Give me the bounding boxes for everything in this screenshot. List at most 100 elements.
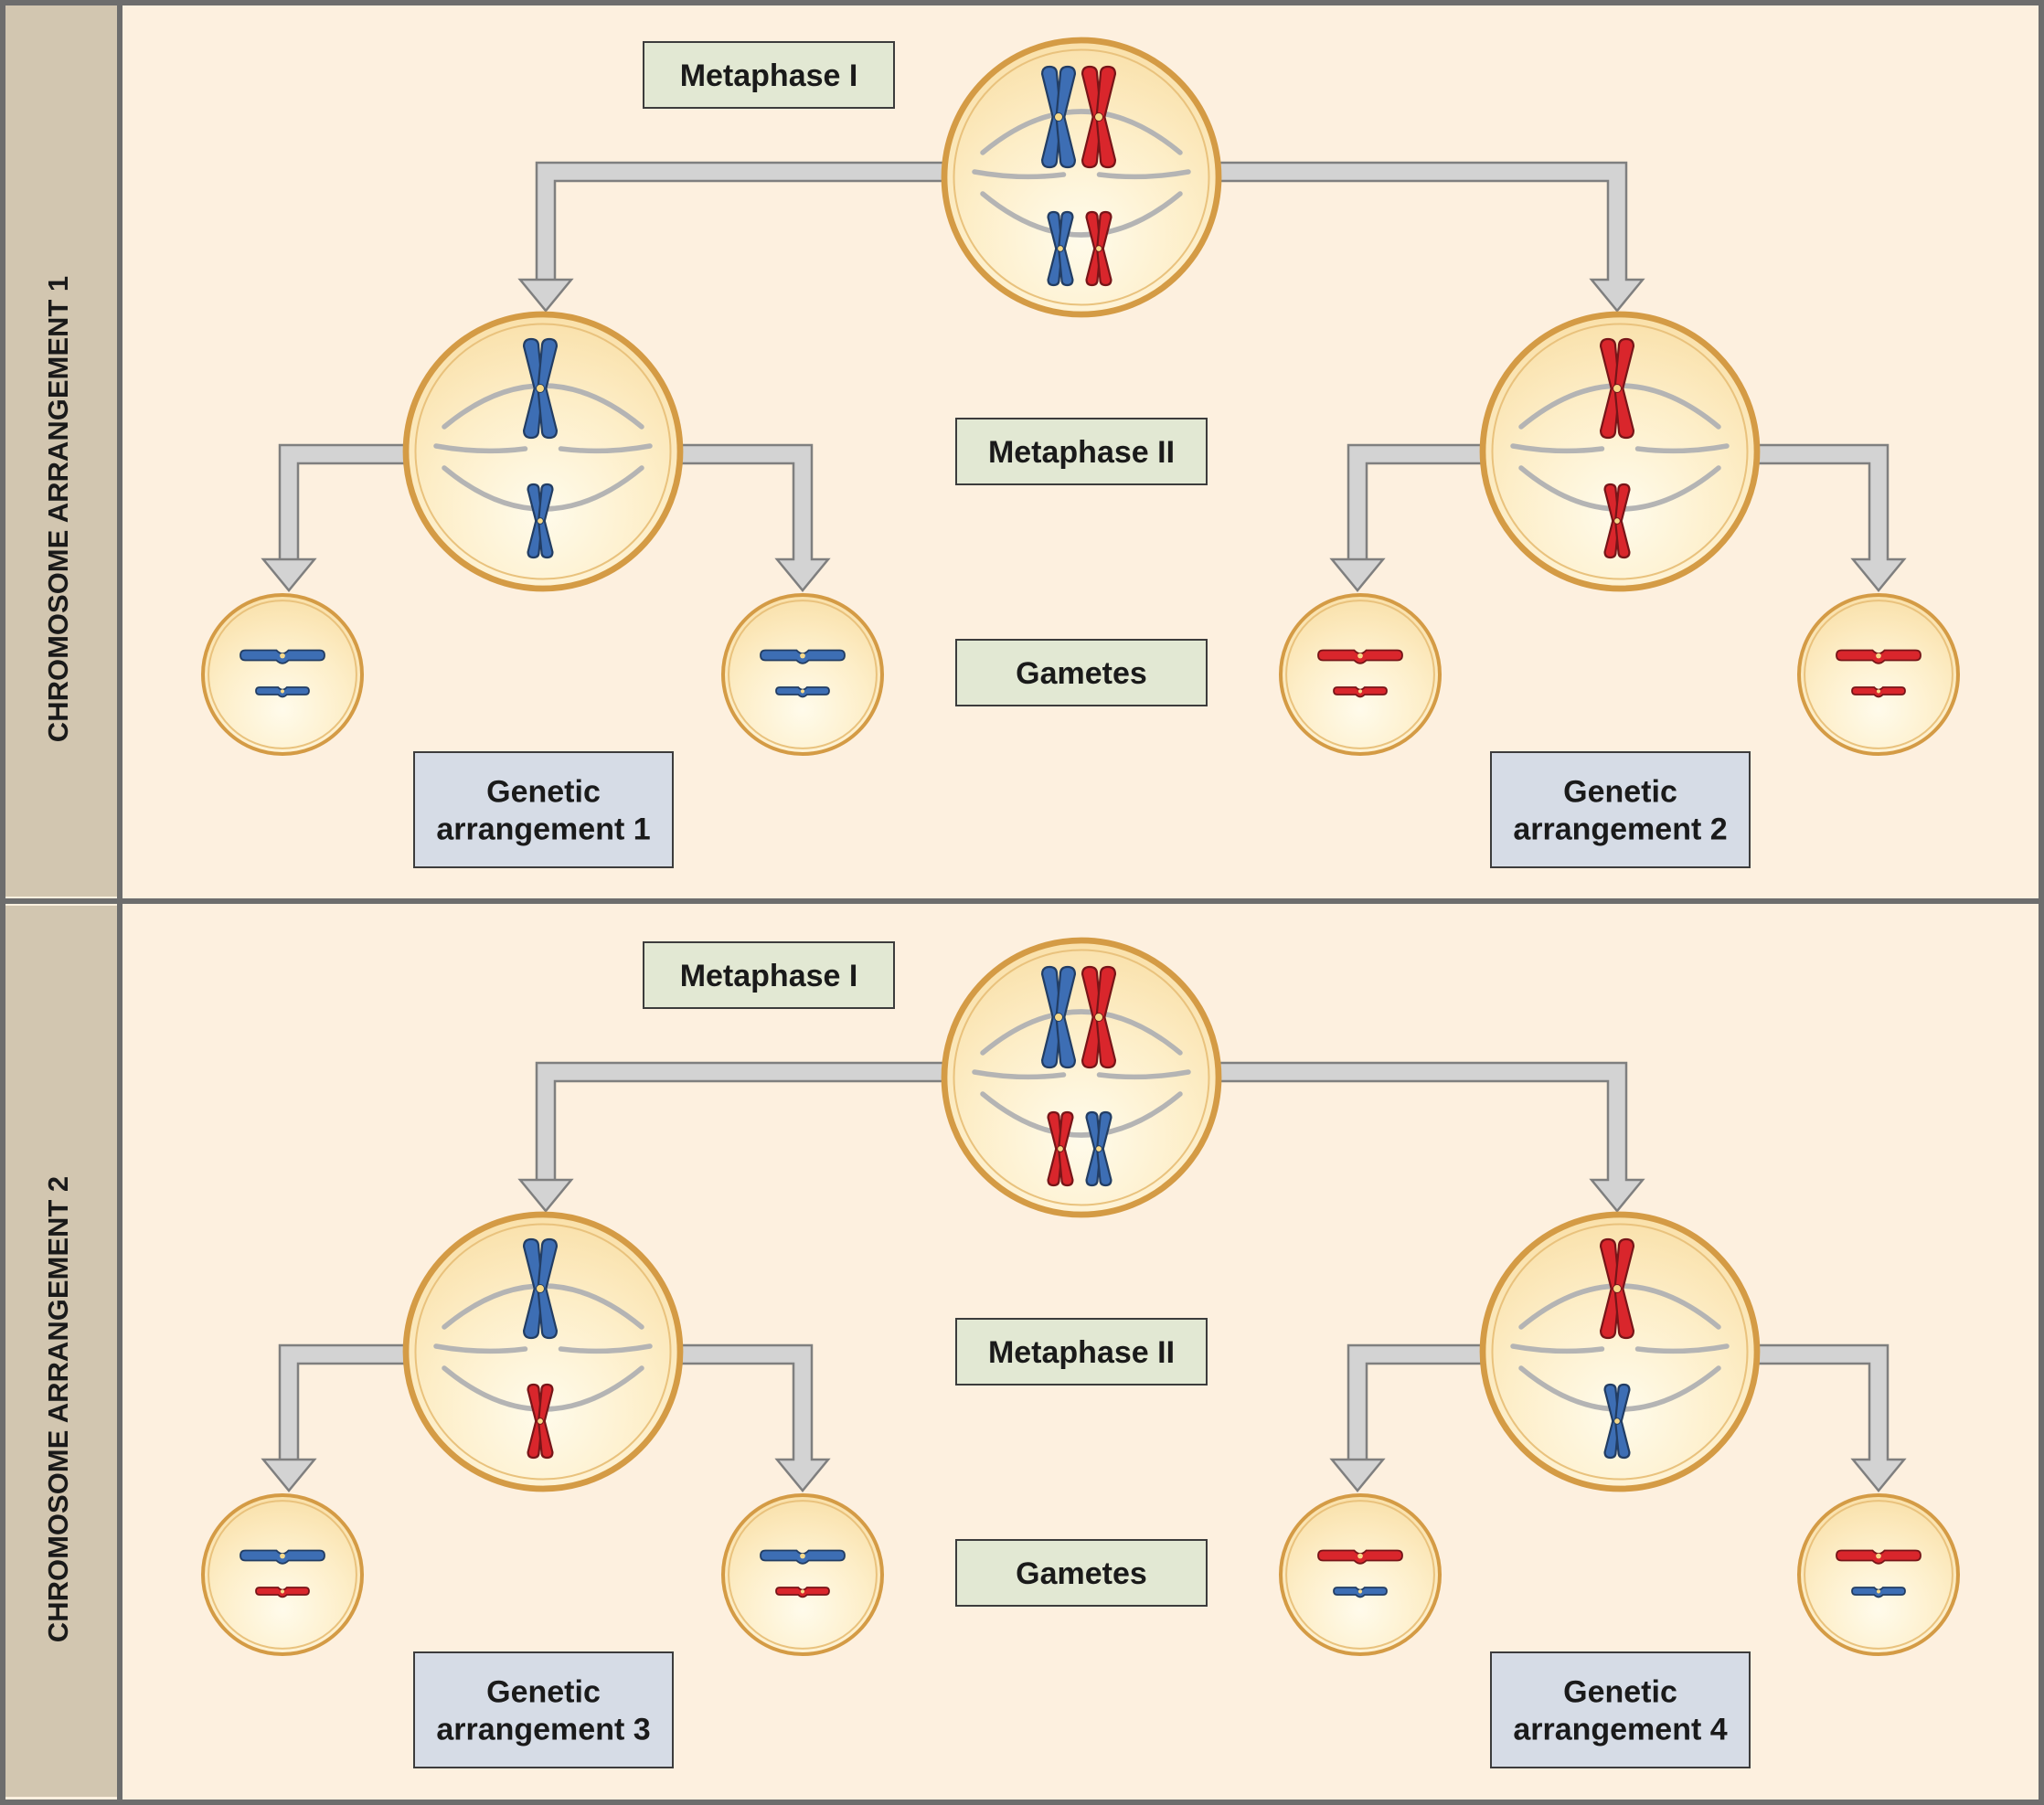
centromere bbox=[1357, 689, 1363, 694]
chromatid bbox=[1055, 965, 1077, 1069]
cell-membrane bbox=[402, 1211, 684, 1492]
centromere bbox=[280, 1553, 285, 1559]
chromatid bbox=[1055, 65, 1077, 169]
gamete-chromosome-large bbox=[760, 649, 846, 664]
arrow-shape bbox=[1756, 443, 1907, 592]
chromosome-small-blue bbox=[1603, 1383, 1631, 1460]
chromatid bbox=[537, 337, 559, 440]
metaphase1-label: Metaphase I bbox=[643, 41, 895, 109]
gamete-chromosome-large bbox=[1317, 649, 1403, 664]
centromere bbox=[800, 1553, 805, 1559]
arrow-shape bbox=[1329, 1343, 1485, 1492]
arrow-shape bbox=[679, 443, 831, 592]
gamete-cell-4 bbox=[1797, 1493, 1960, 1656]
gamete-chromosome-small bbox=[1333, 1587, 1388, 1598]
centromere bbox=[1876, 689, 1881, 694]
spindle-fiber bbox=[972, 1069, 1067, 1080]
chromosome-large-blue bbox=[1040, 65, 1077, 169]
cell-membrane bbox=[941, 937, 1222, 1218]
arrow-shape bbox=[1217, 1061, 1645, 1213]
cell-membrane bbox=[201, 593, 364, 756]
centromere bbox=[1054, 112, 1063, 122]
chromatid bbox=[1603, 1383, 1620, 1460]
label-text: Genetic bbox=[486, 1674, 601, 1709]
spindle-fiber bbox=[1634, 1343, 1730, 1354]
cell-inner-ring bbox=[1285, 600, 1435, 749]
chromosome-small-red bbox=[527, 1383, 554, 1460]
chromosome-large-red bbox=[1599, 337, 1635, 440]
centromere bbox=[1057, 1145, 1064, 1152]
cell-inner-ring bbox=[1804, 1500, 1954, 1650]
spindle-fiber bbox=[1634, 443, 1730, 454]
arrow-shape bbox=[679, 1343, 831, 1492]
side-label: CHROMOSOME ARRANGEMENT 1 bbox=[42, 276, 74, 742]
label-text: Metaphase II bbox=[988, 435, 1175, 470]
gamete-cell-1 bbox=[201, 593, 364, 756]
gamete-chromosome-small bbox=[255, 1587, 310, 1598]
centromere bbox=[1613, 384, 1622, 393]
metaphase2-right-cell bbox=[1479, 311, 1761, 592]
centromere bbox=[280, 1589, 285, 1594]
chromatid bbox=[1040, 65, 1062, 169]
chromatid bbox=[1081, 965, 1102, 1069]
gamete-chromosome-small bbox=[775, 1587, 830, 1598]
chromosome-large-blue bbox=[522, 337, 559, 440]
gamete-cell-4 bbox=[1797, 593, 1960, 756]
cell-membrane bbox=[1797, 593, 1960, 756]
centromere bbox=[280, 653, 285, 659]
label-text: Genetic bbox=[486, 774, 601, 809]
gamete-chromosome-small bbox=[1851, 1587, 1906, 1598]
spindle-fiber bbox=[1510, 443, 1605, 454]
spindle-fiber bbox=[972, 169, 1067, 180]
panel-2: CHROMOSOME ARRANGEMENT 2 Metaphase I Metap… bbox=[5, 903, 1960, 1800]
label-box bbox=[955, 639, 1208, 706]
arrow-left-to-gamete1 bbox=[261, 443, 408, 592]
cell-inner-ring bbox=[953, 48, 1210, 306]
chromatid bbox=[1614, 1383, 1631, 1460]
centromere bbox=[1357, 1553, 1363, 1559]
chromatid bbox=[1096, 1110, 1112, 1187]
arrow-right-to-gamete4 bbox=[1756, 1343, 1907, 1492]
label-text: arrangement 2 bbox=[1513, 812, 1727, 846]
label-text: Metaphase II bbox=[988, 1335, 1175, 1370]
gametes-label: Gametes bbox=[955, 639, 1208, 706]
gamete-cell-3 bbox=[1279, 593, 1442, 756]
chromatid bbox=[538, 483, 554, 559]
gametes-label: Gametes bbox=[955, 1539, 1208, 1607]
metaphase1-cell bbox=[941, 937, 1222, 1218]
metaphase2-left-cell bbox=[402, 1211, 684, 1492]
gamete-chromosome-large bbox=[760, 1549, 846, 1565]
label-text: Genetic bbox=[1563, 774, 1677, 809]
spindle-fiber bbox=[1510, 1343, 1605, 1354]
chromosome-large-blue bbox=[522, 1237, 559, 1340]
panel-1: CHROMOSOME ARRANGEMENT 1 Metaphase I Metap… bbox=[3, 3, 2041, 904]
spindle-fiber bbox=[433, 443, 528, 454]
chromatid bbox=[527, 483, 543, 559]
cell-inner-ring bbox=[1804, 600, 1954, 749]
spindle-fiber bbox=[1096, 169, 1191, 180]
metaphase2-label: Metaphase II bbox=[955, 418, 1208, 485]
arrow-left-to-gamete2 bbox=[679, 1343, 831, 1492]
chromosome-small-red bbox=[1603, 483, 1631, 559]
gamete-chromosome-large bbox=[240, 649, 325, 664]
centromere bbox=[1876, 1589, 1881, 1594]
chromatid bbox=[1058, 210, 1074, 287]
chromosome-large-blue bbox=[1040, 965, 1077, 1069]
label-text: Metaphase I bbox=[680, 58, 858, 93]
label-text: Gametes bbox=[1016, 656, 1147, 691]
cell-membrane bbox=[1479, 1211, 1761, 1492]
centromere bbox=[280, 689, 285, 694]
chromatid bbox=[522, 337, 544, 440]
spindle-fiber bbox=[433, 1343, 528, 1354]
label-text: Metaphase I bbox=[680, 959, 858, 993]
centromere bbox=[1613, 1417, 1621, 1425]
chromatid bbox=[537, 1237, 559, 1340]
centromere bbox=[1054, 1013, 1063, 1022]
label-box bbox=[413, 751, 674, 868]
cell-membrane bbox=[201, 1493, 364, 1656]
chromatid bbox=[1081, 65, 1102, 169]
cell-membrane bbox=[1279, 1493, 1442, 1656]
centromere bbox=[537, 517, 544, 525]
